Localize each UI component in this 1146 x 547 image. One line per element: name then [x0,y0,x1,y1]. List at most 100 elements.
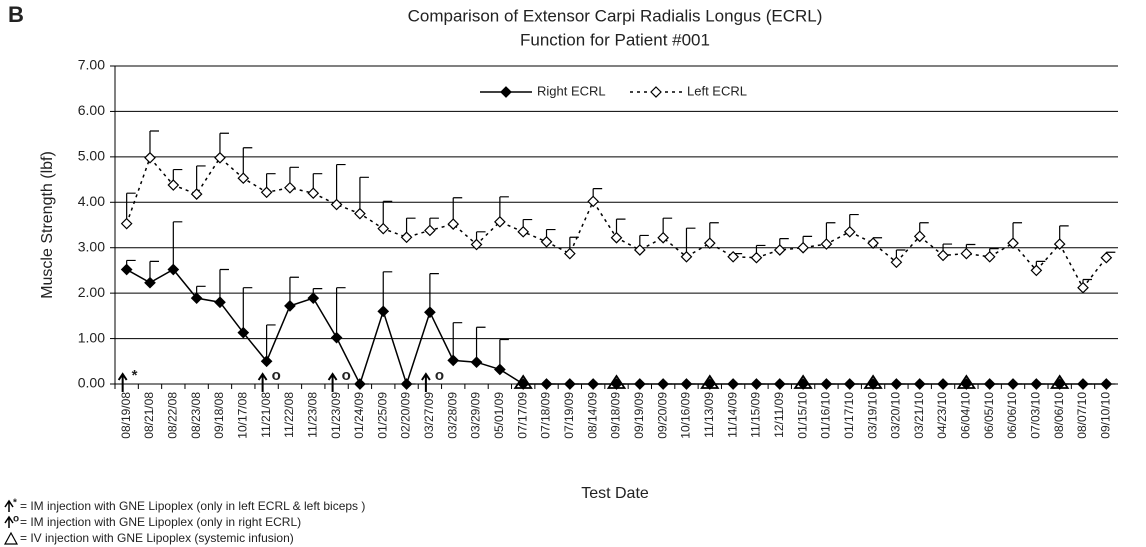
data-point [610,231,623,244]
data-point [540,235,553,248]
data-point [377,222,390,235]
x-tick-label: 01/23/09 [329,392,343,439]
data-point [1100,378,1113,390]
x-tick-label: 03/20/10 [889,392,903,439]
im-arrow [117,372,128,392]
x-tick-label: 03/27/09 [422,392,436,439]
data-point [1007,237,1019,250]
data-point [657,231,669,244]
data-point [260,355,273,368]
y-tick-label: 6.00 [78,102,105,118]
im-symbol: * [132,367,138,384]
im-symbol: o [342,367,351,384]
data-point [424,306,436,319]
data-point [120,217,133,230]
y-tick-label: 2.00 [78,284,105,300]
legend-label: Left ECRL [687,83,747,98]
x-tick-label: 09/20/09 [655,392,669,439]
x-tick-label: 06/05/10 [982,392,996,439]
y-tick-label: 7.00 [78,57,105,73]
x-tick-label: 08/06/10 [1052,392,1066,439]
data-point [773,378,786,390]
x-tick-label: 01/15/10 [795,392,809,439]
data-point [937,378,949,390]
data-point [237,326,250,339]
data-point [867,237,879,250]
data-point [937,249,949,262]
x-tick-label: 07/17/09 [515,392,529,439]
data-point [750,251,763,264]
data-point [354,378,366,390]
footnote-text: = IV injection with GNE Lipoplex (system… [20,531,294,545]
data-point [820,378,833,390]
data-point [517,225,530,238]
y-tick-label: 0.00 [78,375,105,391]
x-tick-label: 11/22/08 [282,392,296,438]
chart-subtitle: Function for Patient #001 [520,30,710,49]
x-tick-label: 01/16/10 [819,392,833,439]
data-point [307,292,320,304]
x-tick-label: 11/13/09 [702,392,716,438]
data-point [820,238,833,250]
error-bar [335,287,346,338]
x-tick-label: 08/19/08 [119,392,133,439]
data-point [657,378,669,390]
data-point [960,247,973,260]
im-arrow [327,372,338,392]
iv-marker [1050,374,1070,389]
x-tick-label: 08/23/08 [189,392,203,439]
data-point [470,238,483,251]
x-tick-label: 09/19/09 [632,392,646,439]
data-point [1007,378,1019,390]
x-tick-label: 11/15/09 [749,392,763,438]
data-point [190,188,203,200]
data-point [377,305,390,318]
data-point [144,276,156,289]
data-point [890,256,903,269]
y-tick-label: 3.00 [78,238,105,254]
x-tick-label: 03/19/10 [865,392,879,439]
x-tick-label: 03/28/09 [445,392,459,439]
im-symbol: o [435,367,444,384]
x-tick-label: 11/23/08 [305,392,319,438]
iv-marker [863,374,883,389]
im-arrow [257,372,268,392]
data-point [633,244,646,256]
data-point [284,181,296,194]
error-bar [452,322,463,361]
y-tick-label: 4.00 [78,193,105,209]
data-point [190,292,203,304]
data-point [120,263,133,276]
error-bar [266,324,276,362]
data-point [447,354,460,367]
data-point [727,250,739,263]
x-tick-label: 08/21/08 [142,392,156,439]
data-point [983,378,996,390]
im-symbol: o [272,367,281,384]
data-point [214,296,226,309]
legend-label: Right ECRL [537,83,606,98]
panel-label: B [8,2,24,27]
data-point [354,207,366,220]
data-point [470,356,483,369]
data-point [494,363,506,376]
data-point [1077,378,1089,390]
footnote-arrow [4,499,14,512]
data-point [540,378,553,390]
data-point [564,247,576,260]
x-tick-label: 11/21/08 [259,392,273,438]
data-point [400,231,413,244]
data-point [843,378,856,390]
data-point [1053,238,1066,250]
x-tick-label: 07/19/09 [562,392,576,439]
data-point [167,263,180,276]
data-point [330,331,343,344]
data-point [703,237,716,250]
x-tick-label: 11/14/09 [725,392,739,438]
footnote-text: = IM injection with GNE Lipoplex (only i… [20,515,301,529]
x-tick-label: 03/29/09 [469,392,483,439]
iv-marker [606,374,627,389]
data-point [214,151,226,164]
data-point [680,378,693,390]
footnote-triangle [3,531,19,545]
